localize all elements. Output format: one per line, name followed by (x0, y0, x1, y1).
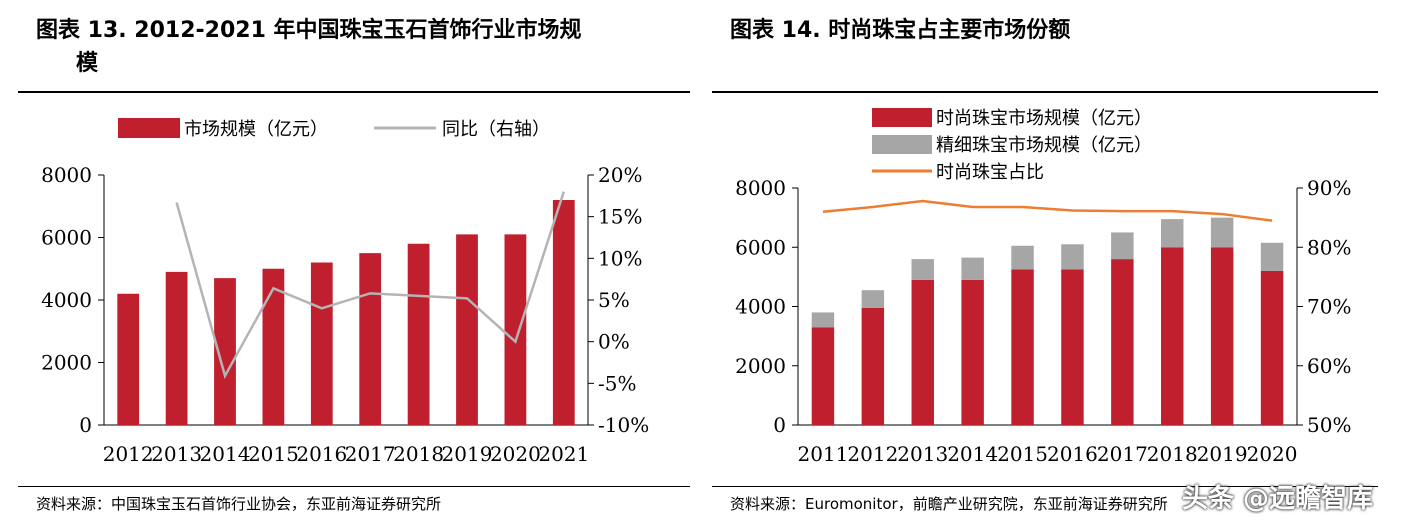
right-bar-primary (1161, 247, 1184, 425)
right-bar-secondary (1011, 245, 1034, 270)
left-bar-primary (552, 200, 575, 425)
right-bar-secondary (1260, 242, 1284, 271)
right-bar-primary (861, 307, 885, 425)
right-xtick-label: 2020 (1247, 442, 1298, 466)
right-y2tick-label: 90% (1307, 176, 1351, 200)
right-ytick-label: 0 (773, 413, 786, 437)
right-bar-primary (1260, 270, 1284, 425)
right-bar-secondary (911, 259, 934, 280)
left-legend-bar-label: 市场规模（亿元） (184, 119, 328, 140)
right-bar-secondary (961, 257, 984, 280)
right-ytick-label: 4000 (735, 295, 786, 319)
left-bar-primary (504, 234, 527, 425)
left-bar-primary (359, 253, 382, 425)
left-legend-bar-swatch (118, 118, 180, 138)
right-chart: 时尚珠宝市场规模（亿元） 精细珠宝市场规模（亿元） 时尚珠宝占比 0 2000 40… (735, 108, 1351, 466)
right-bar-secondary (861, 290, 885, 308)
right-xtick-label: 2011 (797, 442, 848, 466)
left-xtick-label: 2021 (538, 442, 589, 466)
right-bar-primary (1210, 247, 1234, 425)
left-legend-line-label: 同比（右轴） (442, 119, 550, 140)
left-bar-primary (456, 234, 478, 425)
left-chart-panel: 图表 13. 2012-2021 年中国珠宝玉石首饰行业市场规 模 市场规模（亿… (0, 0, 690, 530)
left-xtick-label: 2012 (103, 442, 154, 466)
right-bar-secondary (1161, 219, 1184, 248)
right-ytick-label: 8000 (735, 176, 786, 200)
left-xtick-label: 2014 (200, 442, 251, 466)
left-ytick-label: 8000 (41, 163, 92, 187)
right-legend-share-label: 时尚珠宝占比 (936, 162, 1044, 183)
left-bar-primary (310, 262, 333, 425)
right-bar-primary (961, 279, 984, 425)
right-xtick-label: 2014 (947, 442, 998, 466)
right-y2tick-label: 80% (1307, 235, 1351, 259)
right-y2tick-label: 60% (1307, 354, 1351, 378)
right-bar-primary (1111, 259, 1134, 425)
left-ytick-label: 2000 (41, 351, 92, 375)
left-source: 资料来源：中国珠宝玉石首饰行业协会，东亚前海证券研究所 (36, 495, 442, 513)
left-line-series (175, 191, 565, 380)
left-chart: 市场规模（亿元） 同比（右轴） 0 2000 4000 6000 8000 -10% -5%… (41, 118, 649, 466)
left-title-line1: 图表 13. 2012-2021 年中国珠宝玉石首饰行业市场规 (36, 18, 582, 43)
right-legend-fashion-label: 时尚珠宝市场规模（亿元） (936, 108, 1152, 129)
right-bar-primary (1011, 269, 1034, 425)
left-ytick-label: 0 (79, 413, 92, 437)
right-xtick-label: 2016 (1047, 442, 1098, 466)
right-line-series (822, 199, 1273, 222)
left-xtick-label: 2015 (248, 442, 299, 466)
right-chart-title: 图表 14. 时尚珠宝占主要市场份额 (730, 18, 1071, 43)
left-chart-title: 图表 13. 2012-2021 年中国珠宝玉石首饰行业市场规 模 (36, 14, 582, 80)
left-bar-primary (407, 243, 430, 425)
right-bar-primary (811, 327, 835, 425)
right-xtick-label: 2019 (1197, 442, 1248, 466)
right-y2tick-label: 50% (1307, 413, 1351, 437)
right-legend-fine-swatch (872, 135, 932, 154)
left-y2tick-label: -10% (598, 413, 649, 437)
left-bar-primary (165, 271, 188, 425)
right-xtick-label: 2018 (1147, 442, 1198, 466)
left-title-rule (18, 91, 690, 93)
left-bar-primary (117, 293, 140, 425)
right-legend-fine-label: 精细珠宝市场规模（亿元） (936, 135, 1152, 156)
right-legend-fashion-swatch (872, 108, 932, 127)
left-y2tick-label: 20% (598, 163, 642, 187)
left-title-line2: 模 (76, 51, 99, 76)
watermark: 头条 @远瞻智库 (1182, 484, 1374, 514)
left-ytick-label: 6000 (41, 226, 92, 250)
left-y2tick-label: -5% (598, 371, 637, 395)
right-chart-panel: 图表 14. 时尚珠宝占主要市场份额 时尚珠宝市场规模（亿元） 精细珠宝市场规模… (712, 0, 1403, 530)
left-bar-primary (262, 268, 285, 425)
right-xtick-label: 2013 (897, 442, 948, 466)
left-y2tick-label: 5% (598, 288, 630, 312)
right-ytick-label: 2000 (735, 354, 786, 378)
left-xtick-label: 2018 (393, 442, 444, 466)
left-xtick-label: 2019 (442, 442, 493, 466)
left-xtick-label: 2017 (345, 442, 396, 466)
left-xtick-label: 2013 (151, 442, 202, 466)
left-bar-primary (214, 278, 236, 425)
right-bar-secondary (1210, 217, 1234, 248)
right-bar-secondary (1061, 244, 1084, 270)
left-ytick-label: 4000 (41, 288, 92, 312)
right-bar-secondary (1111, 232, 1134, 260)
right-bar-primary (1061, 269, 1084, 425)
right-source-rule (712, 486, 1378, 487)
right-bar-primary (911, 279, 934, 425)
right-xtick-label: 2017 (1097, 442, 1148, 466)
right-xtick-label: 2015 (997, 442, 1048, 466)
right-ytick-label: 6000 (735, 235, 786, 259)
left-xtick-label: 2020 (490, 442, 541, 466)
left-y2tick-label: 15% (598, 205, 642, 229)
left-xtick-label: 2016 (296, 442, 347, 466)
left-source-rule (18, 486, 690, 487)
left-y2tick-label: 10% (598, 246, 642, 270)
right-y2tick-label: 70% (1307, 295, 1351, 319)
right-xtick-label: 2012 (847, 442, 898, 466)
right-title-rule (712, 91, 1378, 93)
right-bar-secondary (811, 312, 835, 328)
right-source: 资料来源：Euromonitor，前瞻产业研究院，东亚前海证券研究所 (730, 495, 1168, 513)
left-y2tick-label: 0% (598, 330, 630, 354)
